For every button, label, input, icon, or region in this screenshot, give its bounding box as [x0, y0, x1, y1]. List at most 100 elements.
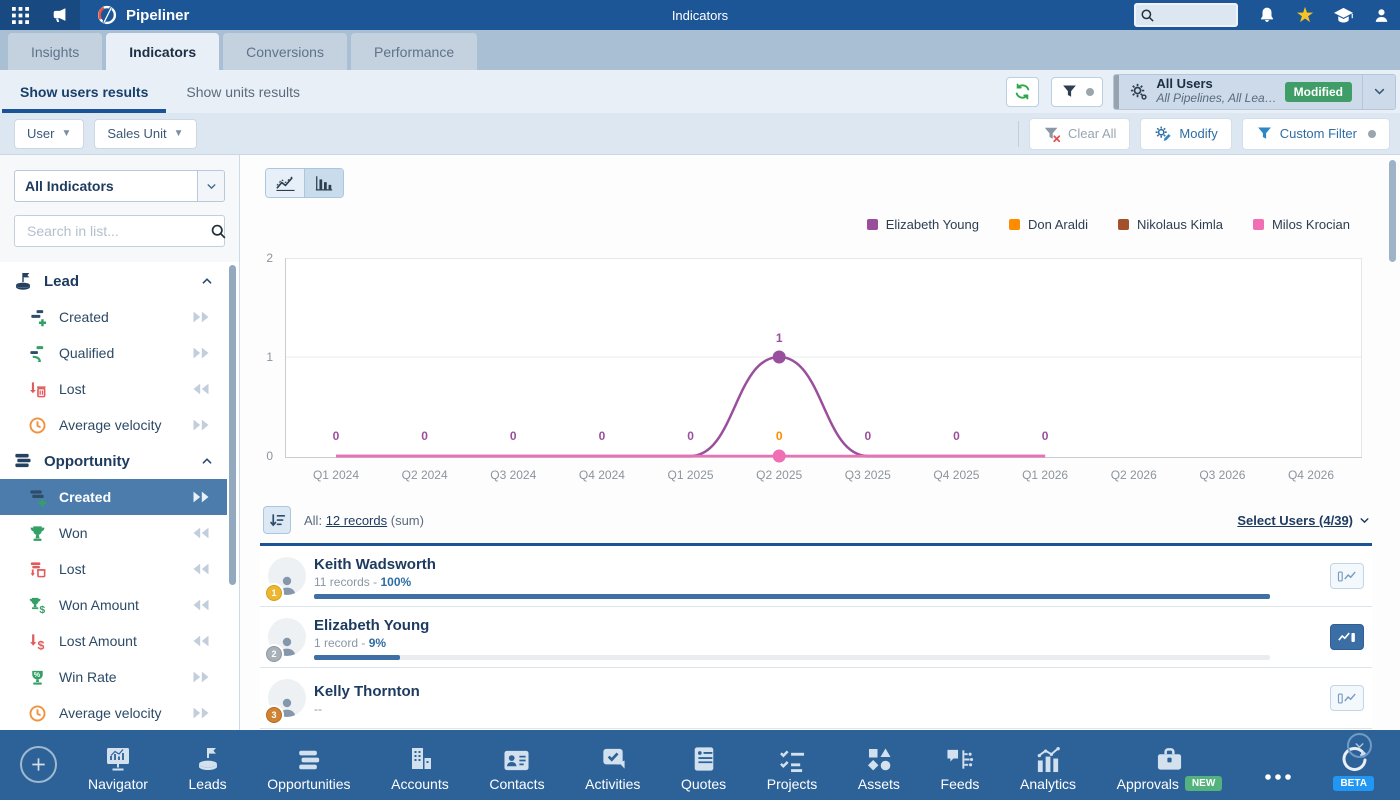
double-arrow-right-icon[interactable] [191, 706, 213, 720]
avatar-wrap: 2 [260, 618, 314, 664]
custom-filter-funnel-icon [1256, 125, 1273, 142]
sales-unit-filter-dropdown[interactable]: Sales Unit ▼ [94, 118, 197, 149]
user-chart-toggle-button[interactable] [1330, 685, 1364, 711]
legend-item-elizabeth-young[interactable]: Elizabeth Young [866, 217, 979, 232]
user-row[interactable]: 1 Keith Wadsworth 11 records - 100% [260, 546, 1372, 607]
profile-selector[interactable]: All Users All Pipelines, All Lea… Modifi… [1113, 73, 1396, 110]
line-chart-toggle-button[interactable] [266, 169, 304, 197]
profile-dropdown-chevron[interactable] [1362, 74, 1395, 109]
filter-quick-button[interactable] [1051, 76, 1104, 107]
sidebar-item-lead-lost[interactable]: Lost [0, 371, 227, 407]
select-users-link[interactable]: Select Users (4/39) [1237, 513, 1370, 528]
sidebar-search-input[interactable] [25, 222, 210, 240]
double-arrow-left-icon[interactable] [191, 526, 213, 540]
double-arrow-left-icon[interactable] [191, 598, 213, 612]
double-arrow-right-icon[interactable] [191, 310, 213, 324]
user-account-button[interactable] [1362, 0, 1400, 30]
legend-item-nikolaus-kimla[interactable]: Nikolaus Kimla [1117, 217, 1223, 232]
nav-item-analytics[interactable]: Analytics [1020, 741, 1076, 792]
global-search[interactable] [1134, 3, 1238, 27]
sidebar-item-opportunity-lost[interactable]: Lost [0, 551, 227, 587]
app-grid-icon[interactable] [0, 0, 40, 30]
tab-insights[interactable]: Insights [8, 33, 103, 70]
nav-item-navigator[interactable]: Navigator [88, 741, 148, 792]
sidebar-item-label: Won Amount [59, 597, 139, 613]
user-row[interactable]: 3 Kelly Thornton -- [260, 668, 1372, 729]
sidebar-section-opportunity[interactable]: Opportunity [0, 443, 227, 479]
sidebar-item-lead-created[interactable]: Created [0, 299, 227, 335]
app-logo[interactable]: Pipeliner [96, 4, 189, 26]
clear-all-button[interactable]: Clear All [1028, 117, 1131, 150]
double-arrow-right-icon[interactable] [191, 346, 213, 360]
favorites-star-button[interactable]: ★ [1286, 0, 1324, 30]
nav-item-leads[interactable]: Leads [189, 741, 227, 792]
sidebar-item-opportunity-created[interactable]: Created [0, 479, 227, 515]
tab-indicators[interactable]: Indicators [106, 33, 220, 70]
tab-performance[interactable]: Performance [350, 33, 478, 70]
view-tab-users-results[interactable]: Show users results [2, 70, 167, 113]
sidebar-item-opportunity-average-velocity[interactable]: Average velocity [0, 695, 227, 730]
view-tab-units-results[interactable]: Show units results [186, 83, 300, 100]
sidebar-item-opportunity-lost-amount[interactable]: $ Lost Amount [0, 623, 227, 659]
pipeliner-logo-icon [96, 4, 118, 26]
bar-chart-toggle-button[interactable] [304, 169, 343, 197]
nav-item-approvals[interactable]: Approvals NEW [1117, 741, 1223, 792]
nav-item-more[interactable] [1263, 750, 1293, 782]
sidebar-section-lead[interactable]: Lead [0, 263, 227, 299]
chevron-down-icon [1354, 740, 1365, 751]
notifications-bell-button[interactable] [1248, 0, 1286, 30]
double-arrow-right-icon[interactable] [191, 418, 213, 432]
main-scrollbar-thumb[interactable] [1389, 160, 1396, 262]
user-row[interactable]: 2 Elizabeth Young 1 record - 9% [260, 607, 1372, 668]
user-percent: 100% [380, 574, 412, 589]
search-icon [1140, 8, 1155, 23]
custom-filter-button[interactable]: Custom Filter [1241, 117, 1390, 150]
nav-item-quotes[interactable]: Quotes [681, 741, 726, 792]
sidebar-item-opportunity-win-rate[interactable]: % Win Rate [0, 659, 227, 695]
sidebar-item-opportunity-won-amount[interactable]: $ Won Amount [0, 587, 227, 623]
double-arrow-left-icon[interactable] [191, 562, 213, 576]
nav-item-contacts[interactable]: Contacts [489, 741, 545, 792]
user-chart-toggle-button[interactable] [1330, 563, 1364, 589]
nav-item-opportunities[interactable]: Opportunities [267, 741, 351, 792]
sort-button[interactable] [263, 506, 291, 534]
nav-item-accounts[interactable]: Accounts [391, 741, 449, 792]
create-new-button[interactable] [20, 746, 57, 783]
announcements-megaphone-icon[interactable] [40, 0, 80, 30]
double-arrow-right-icon[interactable] [191, 670, 213, 684]
avatar-wrap: 1 [260, 557, 314, 603]
sidebar-item-label: Won [59, 525, 88, 541]
collapse-nav-button[interactable] [1347, 733, 1372, 758]
double-arrow-left-icon[interactable] [191, 382, 213, 396]
double-arrow-left-icon[interactable] [191, 634, 213, 648]
nav-item-label: BETA [1333, 776, 1374, 791]
nav-item-activities[interactable]: Activities [585, 741, 640, 792]
collapse-section-button[interactable] [201, 275, 213, 287]
sales-unit-filter-label: Sales Unit [107, 126, 167, 141]
collapse-section-button[interactable] [201, 455, 213, 467]
sidebar-item-lead-average-velocity[interactable]: Average velocity [0, 407, 227, 443]
sidebar-item-lead-qualified[interactable]: Qualified [0, 335, 227, 371]
user-filter-dropdown[interactable]: User ▼ [14, 118, 85, 149]
select-chevron[interactable] [197, 171, 224, 201]
tab-conversions[interactable]: Conversions [223, 33, 347, 70]
sidebar-scrollbar-thumb[interactable] [229, 265, 236, 585]
double-arrow-right-icon[interactable] [191, 490, 213, 504]
legend-item-don-araldi[interactable]: Don Araldi [1009, 217, 1088, 232]
nav-item-feeds[interactable]: Feeds [941, 741, 979, 792]
svg-text:Q4 2025: Q4 2025 [933, 468, 979, 482]
indicator-type-select[interactable]: All Indicators [14, 170, 225, 202]
modify-button[interactable]: Modify [1140, 117, 1232, 150]
sidebar-search[interactable] [14, 215, 226, 247]
learning-mortarboard-button[interactable] [1324, 0, 1362, 30]
arrow-dollar-icon: $ [28, 632, 47, 651]
search-input[interactable] [1155, 7, 1229, 23]
sidebar-item-opportunity-won[interactable]: Won [0, 515, 227, 551]
nav-item-label: Quotes [681, 776, 726, 792]
nav-item-assets[interactable]: Assets [858, 741, 900, 792]
legend-item-milos-krocian[interactable]: Milos Krocian [1252, 217, 1350, 232]
refresh-button[interactable] [1006, 76, 1040, 107]
user-chart-toggle-button[interactable] [1330, 624, 1364, 650]
records-count-link[interactable]: 12 records [325, 512, 388, 528]
nav-item-projects[interactable]: Projects [767, 741, 817, 792]
